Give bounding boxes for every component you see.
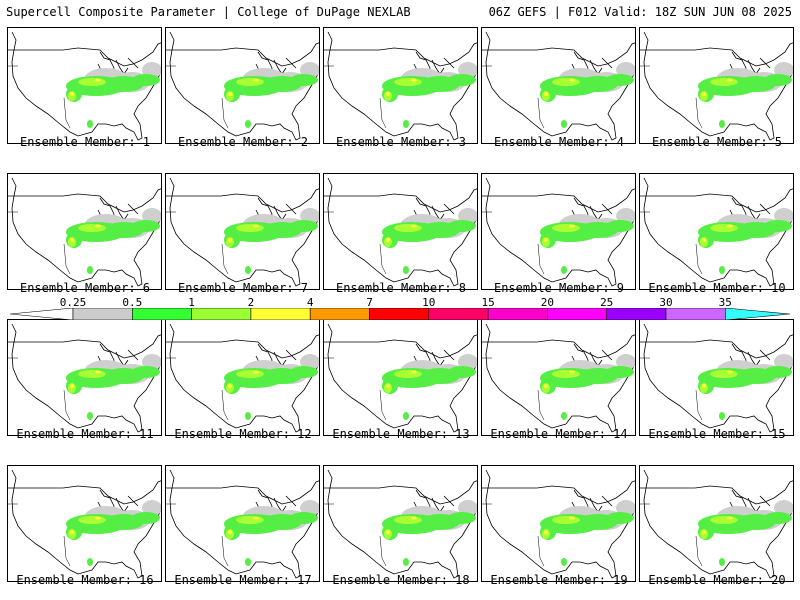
- ensemble-member-label: Ensemble Member: 14: [490, 427, 628, 441]
- scale-color-bin: [191, 308, 252, 320]
- scale-tick-label: 25: [600, 296, 614, 309]
- scale-color-bin: [487, 308, 548, 320]
- ensemble-member-map: [481, 319, 636, 436]
- ensemble-member-label: Ensemble Member: 10: [648, 281, 786, 295]
- ensemble-member-label: Ensemble Member: 6: [19, 281, 151, 295]
- ensemble-member-map: [323, 319, 478, 436]
- ensemble-member-label: Ensemble Member: 7: [177, 281, 309, 295]
- scale-tick-label: 7: [366, 296, 373, 309]
- ensemble-member-map: [639, 27, 794, 144]
- valid-time: 06Z GEFS | F012 Valid: 18Z SUN JUN 08 20…: [488, 5, 792, 19]
- ensemble-member-label: Ensemble Member: 1: [19, 135, 151, 149]
- ensemble-member-map: [323, 27, 478, 144]
- ensemble-member-map: [7, 27, 162, 144]
- ensemble-member-label: Ensemble Member: 20: [648, 573, 786, 587]
- ensemble-member-label: Ensemble Member: 8: [335, 281, 467, 295]
- ensemble-member-label: Ensemble Member: 2: [177, 135, 309, 149]
- ensemble-member-label: Ensemble Member: 19: [490, 573, 628, 587]
- scale-tick-label: 4: [306, 296, 314, 309]
- scale-color-bin: [547, 308, 608, 320]
- ensemble-member-label: Ensemble Member: 13: [332, 427, 470, 441]
- scale-color-bin: [428, 308, 489, 320]
- scale-tick-label: 35: [718, 296, 732, 309]
- ensemble-member-map: [639, 465, 794, 582]
- ensemble-member-map: [7, 465, 162, 582]
- map-title: Supercell Composite Parameter | College …: [6, 5, 411, 19]
- ensemble-member-label: Ensemble Member: 5: [651, 135, 783, 149]
- ensemble-member-map: [481, 465, 636, 582]
- ensemble-member-label: Ensemble Member: 18: [332, 573, 470, 587]
- scale-arrow-high: [724, 308, 790, 320]
- ensemble-member-label: Ensemble Member: 4: [493, 135, 625, 149]
- scale-tick-label: 15: [481, 296, 495, 309]
- ensemble-member-label: Ensemble Member: 17: [174, 573, 312, 587]
- ensemble-member-map: [165, 173, 320, 290]
- scale-arrow-low: [10, 308, 74, 320]
- scale-color-bin: [606, 308, 667, 320]
- ensemble-member-label: Ensemble Member: 9: [493, 281, 625, 295]
- ensemble-member-map: [481, 27, 636, 144]
- scale-tick-label: 20: [540, 296, 555, 309]
- ensemble-member-label: Ensemble Member: 3: [335, 135, 467, 149]
- ensemble-member-label: Ensemble Member: 16: [16, 573, 154, 587]
- scale-color-bin: [369, 308, 430, 320]
- scale-tick-label: 10: [422, 296, 436, 309]
- scale-color-bin: [665, 308, 726, 320]
- ensemble-member-map: [165, 465, 320, 582]
- scale-tick-label: 0.5: [122, 296, 143, 309]
- ensemble-member-label: Ensemble Member: 15: [648, 427, 786, 441]
- scale-color-bin: [309, 308, 370, 320]
- scale-tick-label: 2: [247, 296, 255, 309]
- scale-tick-label: 30: [659, 296, 673, 309]
- ensemble-member-map: [639, 173, 794, 290]
- scale-color-bin: [72, 308, 133, 320]
- ensemble-member-map: [639, 319, 794, 436]
- scale-color-bin: [250, 308, 311, 320]
- ensemble-member-map: [7, 319, 162, 436]
- ensemble-member-map: [323, 173, 478, 290]
- ensemble-member-map: [165, 319, 320, 436]
- ensemble-member-label: Ensemble Member: 11: [16, 427, 154, 441]
- ensemble-member-map: [165, 27, 320, 144]
- ensemble-member-map: [323, 465, 478, 582]
- scale-tick-label: 0.25: [59, 296, 87, 309]
- ensemble-member-label: Ensemble Member: 12: [174, 427, 312, 441]
- ensemble-member-map: [481, 173, 636, 290]
- color-scale-bar: [10, 308, 790, 320]
- scale-tick-label: 1: [188, 296, 195, 309]
- ensemble-member-map: [7, 173, 162, 290]
- scale-color-bin: [132, 308, 192, 320]
